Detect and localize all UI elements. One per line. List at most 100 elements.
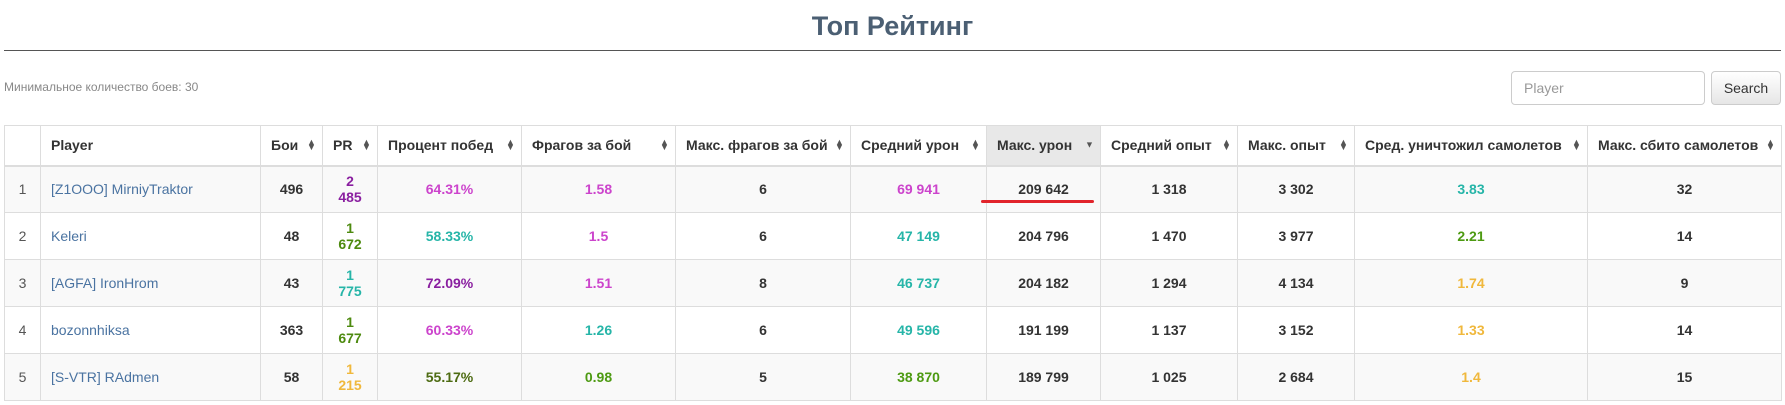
- player-link[interactable]: bozonnhiksa: [51, 322, 130, 338]
- max-xp-cell: 3 977: [1237, 212, 1355, 260]
- avg-xp-cell: 1 470: [1100, 212, 1238, 260]
- win-rate-cell: 64.31%: [377, 165, 522, 213]
- pr-cell: 1 775: [322, 259, 378, 307]
- avg-xp-cell: 1 025: [1100, 353, 1238, 401]
- avg-planes-cell: 2.21: [1354, 212, 1588, 260]
- max-xp-cell: 2 684: [1237, 353, 1355, 401]
- player-cell: [AGFA] IronHrom: [40, 259, 261, 307]
- sort-arrows-icon: ▲ ▼: [971, 137, 980, 153]
- avg-damage-cell: 38 870: [850, 353, 987, 401]
- max-planes-cell: 14: [1587, 212, 1782, 260]
- column-header-max-xp[interactable]: Макс. опыт ▲ ▼: [1237, 125, 1355, 167]
- table-row: 4 bozonnhiksa 363 1 677 60.33% 1.26 6 49 596 191…: [4, 306, 1782, 354]
- frags-per-battle-cell: 1.51: [521, 259, 676, 307]
- player-link[interactable]: [S-VTR] RAdmen: [51, 369, 160, 385]
- player-cell: bozonnhiksa: [40, 306, 261, 354]
- sort-arrows-icon: ▲ ▼: [1766, 137, 1775, 153]
- table-header-row: Player Бои ▲ ▼ PR ▲ ▼ Процент побед ▲ ▼ Фрагов…: [4, 125, 1782, 167]
- battles-cell: 496: [260, 165, 323, 213]
- min-battles-note: Минимальное количество боев: 30: [4, 80, 199, 94]
- max-damage-highlight-underline: [981, 200, 1094, 203]
- max-xp-cell: 3 152: [1237, 306, 1355, 354]
- title-divider: [4, 50, 1781, 51]
- sort-arrows-icon: ▲ ▼: [307, 137, 316, 153]
- column-header-label: Процент побед: [388, 136, 494, 153]
- max-damage-cell: 191 199: [986, 306, 1101, 354]
- sort-arrows-icon: ▲ ▼: [1222, 137, 1231, 153]
- frags-per-battle-cell: 1.26: [521, 306, 676, 354]
- table-row: 3 [AGFA] IronHrom 43 1 775 72.09% 1.51 8 46 737…: [4, 259, 1782, 307]
- rank-cell: 5: [4, 353, 41, 401]
- frags-per-battle-cell: 0.98: [521, 353, 676, 401]
- player-cell: [S-VTR] RAdmen: [40, 353, 261, 401]
- max-damage-cell: 204 796: [986, 212, 1101, 260]
- page-title: Топ Рейтинг: [811, 11, 974, 41]
- column-header-label: Макс. сбито самолетов: [1598, 136, 1759, 153]
- sort-desc-icon: ▼: [1085, 139, 1094, 150]
- max-planes-cell: 14: [1587, 306, 1782, 354]
- search-input[interactable]: [1511, 71, 1705, 105]
- search-button[interactable]: Search: [1711, 71, 1781, 105]
- battles-cell: 43: [260, 259, 323, 307]
- avg-planes-cell: 1.74: [1354, 259, 1588, 307]
- win-rate-cell: 72.09%: [377, 259, 522, 307]
- max-planes-cell: 9: [1587, 259, 1782, 307]
- avg-damage-cell: 47 149: [850, 212, 987, 260]
- rank-cell: 3: [4, 259, 41, 307]
- avg-damage-cell: 49 596: [850, 306, 987, 354]
- pr-cell: 2 485: [322, 165, 378, 213]
- sort-arrows-icon: ▲ ▼: [1572, 137, 1581, 153]
- max-damage-cell: 209 642: [986, 165, 1101, 213]
- column-header-label: Средний опыт: [1111, 136, 1212, 153]
- max-damage-cell: 204 182: [986, 259, 1101, 307]
- avg-planes-cell: 1.33: [1354, 306, 1588, 354]
- max-frags-cell: 5: [675, 353, 851, 401]
- rank-cell: 4: [4, 306, 41, 354]
- max-planes-cell: 15: [1587, 353, 1782, 401]
- column-header-avg-xp[interactable]: Средний опыт ▲ ▼: [1100, 125, 1238, 167]
- max-frags-cell: 6: [675, 306, 851, 354]
- player-link[interactable]: [Z1OOO] MirniyTraktor: [51, 181, 193, 198]
- rank-cell: 1: [4, 165, 41, 213]
- avg-xp-cell: 1 137: [1100, 306, 1238, 354]
- table-row: 1 [Z1OOO] MirniyTraktor 496 2 485 64.31% 1.58…: [4, 165, 1782, 213]
- avg-planes-cell: 3.83: [1354, 165, 1588, 213]
- max-damage-cell: 189 799: [986, 353, 1101, 401]
- battles-cell: 363: [260, 306, 323, 354]
- column-header-max-frags[interactable]: Макс. фрагов за бой ▲ ▼: [675, 125, 851, 167]
- column-header-win-rate[interactable]: Процент побед ▲ ▼: [377, 125, 522, 167]
- column-header-player[interactable]: Player: [40, 125, 261, 167]
- rating-table: Player Бои ▲ ▼ PR ▲ ▼ Процент побед ▲ ▼ Фрагов…: [4, 125, 1782, 401]
- player-link[interactable]: [AGFA] IronHrom: [51, 275, 159, 291]
- column-header-avg-damage[interactable]: Средний урон ▲ ▼: [850, 125, 987, 167]
- rank-cell: 2: [4, 212, 41, 260]
- column-header-pr[interactable]: PR ▲ ▼: [322, 125, 378, 167]
- column-header-max-planes[interactable]: Макс. сбито самолетов ▲ ▼: [1587, 125, 1782, 167]
- win-rate-cell: 58.33%: [377, 212, 522, 260]
- column-header-label: Player: [51, 136, 94, 153]
- max-frags-cell: 6: [675, 212, 851, 260]
- max-planes-cell: 32: [1587, 165, 1782, 213]
- column-header-avg-planes[interactable]: Сред. уничтожил самолетов ▲ ▼: [1354, 125, 1588, 167]
- sort-arrows-icon: ▲ ▼: [506, 137, 515, 153]
- column-header-label: Фрагов за бой: [532, 136, 632, 153]
- max-frags-cell: 6: [675, 165, 851, 213]
- avg-damage-cell: 46 737: [850, 259, 987, 307]
- avg-damage-cell: 69 941: [850, 165, 987, 213]
- column-header-label: Бои: [271, 136, 299, 153]
- column-header-max-damage[interactable]: Макс. урон ▼: [986, 125, 1101, 167]
- column-header-label: Сред. уничтожил самолетов: [1365, 136, 1562, 153]
- sort-arrows-icon: ▲ ▼: [835, 137, 844, 153]
- column-header-label: Макс. фрагов за бой: [686, 136, 828, 153]
- column-header-rank: [4, 125, 41, 167]
- frags-per-battle-cell: 1.5: [521, 212, 676, 260]
- column-header-frags-per-battle[interactable]: Фрагов за бой ▲ ▼: [521, 125, 676, 167]
- win-rate-cell: 55.17%: [377, 353, 522, 401]
- max-frags-cell: 8: [675, 259, 851, 307]
- battles-cell: 48: [260, 212, 323, 260]
- pr-cell: 1 672: [322, 212, 378, 260]
- column-header-battles[interactable]: Бои ▲ ▼: [260, 125, 323, 167]
- max-xp-cell: 3 302: [1237, 165, 1355, 213]
- player-link[interactable]: Keleri: [51, 228, 87, 244]
- player-cell: Keleri: [40, 212, 261, 260]
